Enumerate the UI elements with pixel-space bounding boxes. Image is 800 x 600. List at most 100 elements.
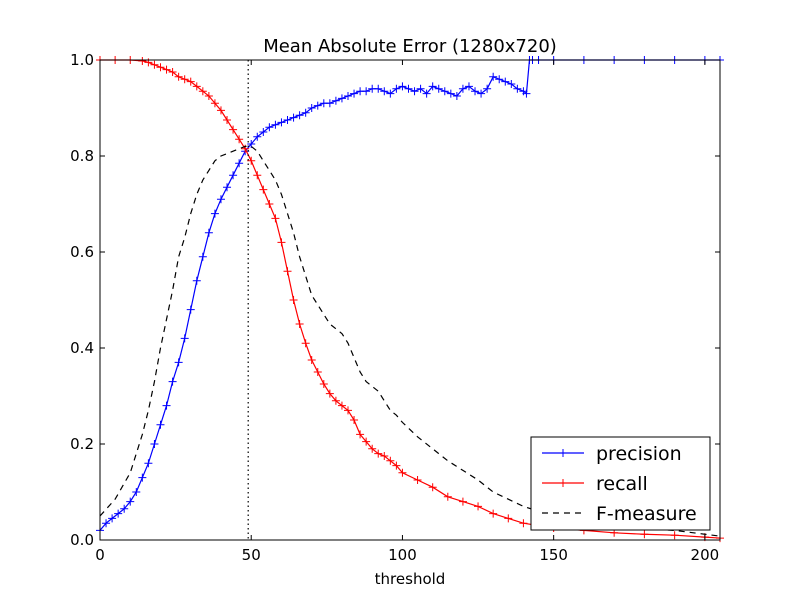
recall-point bbox=[392, 461, 401, 470]
precision-point bbox=[522, 89, 531, 98]
precision-point bbox=[483, 84, 492, 93]
recall-point bbox=[216, 106, 225, 115]
recall-point bbox=[174, 72, 183, 81]
recall-point bbox=[265, 200, 274, 208]
precision-point bbox=[501, 77, 510, 86]
recall-point bbox=[156, 63, 165, 72]
precision-point bbox=[307, 104, 316, 112]
precision-point bbox=[513, 84, 522, 93]
precision-point bbox=[313, 101, 322, 110]
precision-point bbox=[398, 82, 407, 91]
x-axis-label: threshold bbox=[375, 570, 446, 588]
precision-point bbox=[380, 87, 389, 96]
x-tick-label: 150 bbox=[539, 546, 568, 564]
precision-point bbox=[283, 116, 292, 124]
recall-point bbox=[344, 406, 352, 415]
recall-point bbox=[192, 82, 201, 91]
legend-marker-recall bbox=[559, 479, 567, 487]
precision-line bbox=[99, 59, 720, 531]
precision-point bbox=[495, 75, 504, 84]
precision-point bbox=[180, 334, 189, 343]
precision-point bbox=[422, 89, 431, 98]
recall-point bbox=[253, 171, 262, 180]
recall-point bbox=[259, 185, 268, 194]
precision-point bbox=[507, 80, 516, 88]
precision-point bbox=[458, 84, 467, 93]
precision-point bbox=[325, 99, 334, 108]
recall-point bbox=[210, 99, 219, 108]
recall-point bbox=[235, 135, 244, 144]
precision-point bbox=[174, 358, 183, 367]
precision-point bbox=[446, 89, 455, 98]
precision-point bbox=[271, 120, 280, 129]
precision-point bbox=[295, 111, 304, 120]
precision-point bbox=[410, 87, 419, 96]
recall-point bbox=[519, 519, 528, 528]
f-measure-line bbox=[99, 145, 721, 537]
recall-point bbox=[204, 92, 213, 100]
recall-point bbox=[168, 68, 177, 76]
recall-point bbox=[186, 77, 195, 86]
precision-point bbox=[235, 159, 244, 168]
legend-marker-precision bbox=[559, 449, 567, 457]
precision-point bbox=[434, 84, 443, 93]
y-tick-label: 0.0 bbox=[70, 531, 94, 549]
legend: precision recall F-measure bbox=[530, 436, 711, 531]
x-tick-label: 50 bbox=[242, 546, 261, 564]
y-tick-label: 0.4 bbox=[70, 339, 94, 357]
recall-point bbox=[380, 452, 389, 460]
precision-point bbox=[404, 84, 413, 93]
recall-point bbox=[489, 509, 498, 518]
precision-point bbox=[168, 377, 177, 386]
precision-point bbox=[223, 183, 232, 192]
x-tick-label: 0 bbox=[95, 546, 105, 564]
legend-label-recall: recall bbox=[596, 473, 648, 495]
precision-point bbox=[102, 519, 111, 528]
y-tick-label: 0.8 bbox=[70, 147, 94, 165]
precision-point bbox=[132, 488, 141, 496]
recall-point bbox=[150, 60, 159, 69]
precision-point bbox=[265, 123, 274, 132]
precision-point bbox=[464, 82, 473, 91]
recall-point bbox=[458, 497, 467, 506]
precision-point bbox=[471, 87, 480, 96]
precision-point bbox=[156, 420, 165, 429]
recall-point bbox=[474, 502, 483, 511]
y-tick-label: 0.2 bbox=[70, 435, 94, 453]
precision-point bbox=[126, 497, 135, 506]
precision-point bbox=[150, 440, 159, 448]
recall-point bbox=[368, 444, 377, 453]
precision-point bbox=[259, 128, 268, 136]
recall-point bbox=[162, 65, 171, 74]
precision-point bbox=[350, 89, 359, 98]
precision-point bbox=[392, 84, 401, 93]
x-axis: 0 50 100 150 200 bbox=[95, 60, 719, 564]
precision-point bbox=[186, 305, 195, 314]
precision-point bbox=[144, 459, 153, 468]
precision-point bbox=[253, 132, 262, 141]
recall-point bbox=[386, 456, 395, 465]
recall-point bbox=[289, 296, 298, 304]
recall-point bbox=[271, 214, 280, 223]
precision-point bbox=[162, 401, 171, 410]
recall-point bbox=[398, 468, 407, 477]
recall-point bbox=[356, 430, 365, 439]
recall-point bbox=[319, 380, 328, 388]
precision-point bbox=[374, 84, 383, 93]
recall-point bbox=[138, 56, 147, 65]
recall-point bbox=[374, 449, 383, 458]
precision-point bbox=[210, 209, 219, 218]
recall-point bbox=[443, 492, 452, 501]
recall-point bbox=[331, 396, 340, 405]
recall-point bbox=[307, 356, 316, 364]
legend-label-f-measure: F-measure bbox=[596, 503, 697, 525]
recall-point bbox=[350, 416, 359, 424]
precision-point bbox=[489, 72, 498, 81]
chart-title: Mean Absolute Error (1280x720) bbox=[263, 36, 557, 57]
recall-point bbox=[413, 476, 422, 484]
precision-point bbox=[277, 118, 286, 127]
precision-point bbox=[337, 94, 346, 103]
precision-point bbox=[289, 113, 298, 122]
precision-point bbox=[428, 82, 437, 91]
recall-point bbox=[301, 339, 310, 348]
